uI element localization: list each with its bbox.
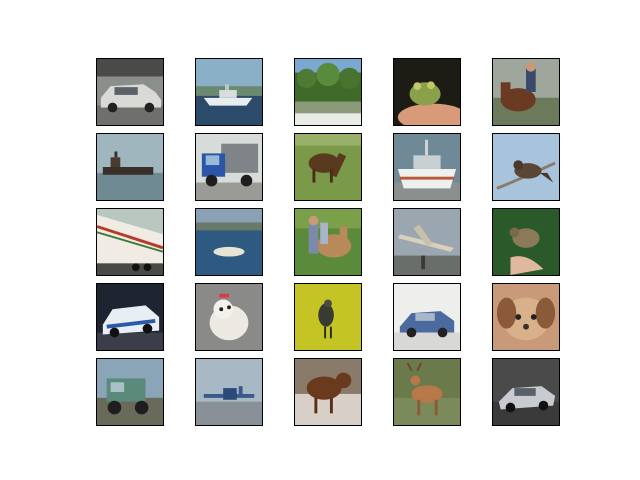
image-tile-horse-with-rider — [492, 58, 560, 126]
ship-photo — [196, 209, 262, 275]
deer-photo — [295, 359, 361, 425]
image-tile-deer — [393, 358, 461, 426]
car-photo — [97, 59, 163, 125]
image-tile-trees — [294, 58, 362, 126]
trees-photo — [295, 59, 361, 125]
truck-photo — [196, 134, 262, 200]
image-tile-horse-with-people — [294, 208, 362, 276]
image-tile-truck — [195, 133, 263, 201]
truck-photo — [97, 359, 163, 425]
image-tile-dog — [492, 283, 560, 351]
image-tile-deer — [294, 358, 362, 426]
image-tile-dog — [195, 283, 263, 351]
dog-photo — [493, 284, 559, 350]
image-tile-frog — [393, 58, 461, 126]
image-tile-ship — [195, 58, 263, 126]
airplane-photo — [394, 209, 460, 275]
image-tile-bird — [492, 133, 560, 201]
image-tile-airplane — [195, 358, 263, 426]
image-tile-ship — [195, 208, 263, 276]
image-tile-horse — [294, 133, 362, 201]
image-tile-car — [96, 283, 164, 351]
ship-photo — [394, 134, 460, 200]
car-photo — [394, 284, 460, 350]
truck-photo — [97, 209, 163, 275]
image-tile-bird — [492, 208, 560, 276]
ship-photo — [97, 134, 163, 200]
dog-photo — [196, 284, 262, 350]
image-tile-car — [492, 358, 560, 426]
horse-with-rider-photo — [493, 59, 559, 125]
bird-photo — [493, 209, 559, 275]
image-tile-bird — [294, 283, 362, 351]
bird-photo — [493, 134, 559, 200]
frog-photo — [394, 59, 460, 125]
image-tile-ship — [96, 133, 164, 201]
horse-with-people-photo — [295, 209, 361, 275]
horse-photo — [295, 134, 361, 200]
image-tile-car — [96, 58, 164, 126]
image-tile-ship — [393, 133, 461, 201]
ship-photo — [196, 59, 262, 125]
image-tile-truck — [96, 358, 164, 426]
image-tile-car — [393, 283, 461, 351]
car-photo — [493, 359, 559, 425]
car-photo — [97, 284, 163, 350]
deer-photo — [394, 359, 460, 425]
image-tile-truck — [96, 208, 164, 276]
airplane-photo — [196, 359, 262, 425]
image-tile-airplane — [393, 208, 461, 276]
bird-photo — [295, 284, 361, 350]
